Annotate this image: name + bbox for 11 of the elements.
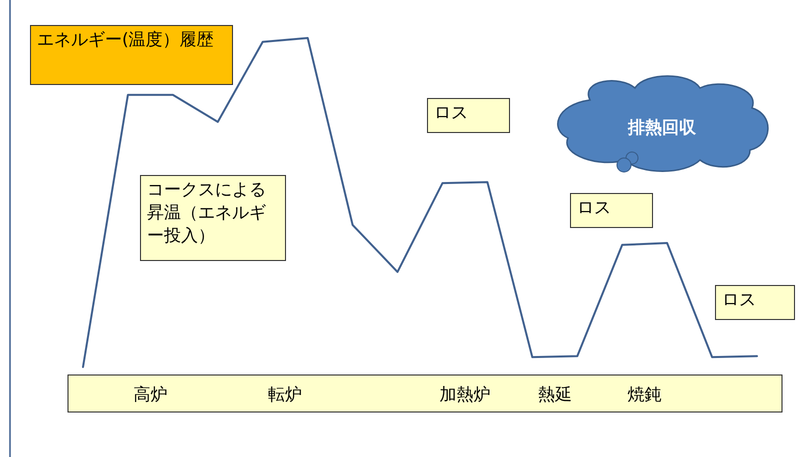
chart-title: エネルギー(温度）履歴 [30,25,233,85]
annotation: 排熱回収 [627,118,697,138]
text: 焼鈍 [628,385,662,405]
annotation: コークスによる昇温（エネルギー投入） [140,175,286,261]
text: 加熱炉 [439,385,490,405]
text: 高炉 [133,385,168,405]
annotation: ロス [715,285,795,320]
text: 熱延 [538,385,572,405]
annotation: ロス [570,193,653,228]
text: 転炉 [268,385,302,405]
annotation: ロス [427,98,510,133]
